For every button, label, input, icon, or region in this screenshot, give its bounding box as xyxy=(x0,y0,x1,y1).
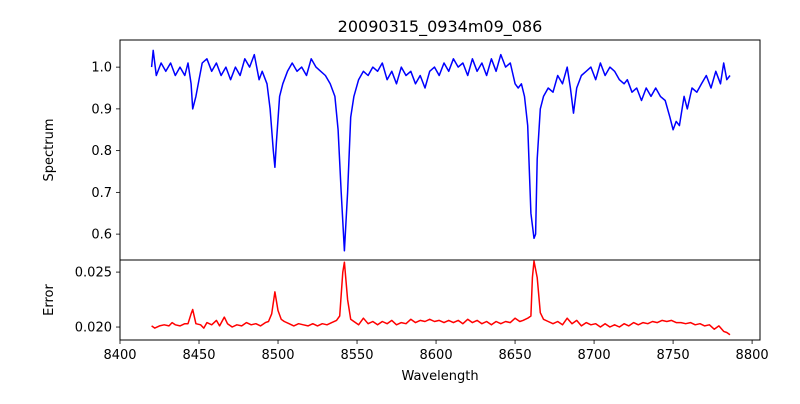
spectrum-axes: 0.6 0.7 0.8 0.9 1.0 xyxy=(91,39,761,261)
x-tick-label: 8600 xyxy=(420,348,453,363)
spectrum-y-tick-label: 0.6 xyxy=(91,228,112,243)
error-axes: 0.020 0.025 8400 8450 8500 8550 8600 8650 8700 87… xyxy=(75,259,769,363)
y-axis-label-spectrum: Spectrum xyxy=(42,119,57,182)
x-tick-label: 8500 xyxy=(261,348,294,363)
spectrum-y-tick-label: 0.7 xyxy=(91,186,112,201)
error-y-tick-label: 0.020 xyxy=(75,321,112,336)
error-series-line xyxy=(151,260,731,336)
x-tick-label: 8700 xyxy=(578,348,611,363)
spectrum-series-line xyxy=(150,49,731,252)
spectrum-y-tick-label: 0.8 xyxy=(91,144,112,159)
spectrum-y-tick-label: 0.9 xyxy=(91,102,112,117)
error-axes-frame xyxy=(119,259,761,341)
x-axis-label: Wavelength xyxy=(401,369,478,384)
x-tick-label: 8400 xyxy=(103,348,136,363)
error-y-tick-label: 0.025 xyxy=(75,266,112,281)
x-tick-label: 8450 xyxy=(182,348,215,363)
x-tick-label: 8750 xyxy=(657,348,690,363)
x-tick-label: 8550 xyxy=(340,348,373,363)
chart-title: 20090315_0934m09_086 xyxy=(338,17,543,37)
x-tick-label: 8800 xyxy=(736,348,769,363)
spectrum-y-tick-label: 1.0 xyxy=(91,61,112,76)
x-tick-label: 8650 xyxy=(499,348,532,363)
y-axis-label-error: Error xyxy=(42,284,57,316)
